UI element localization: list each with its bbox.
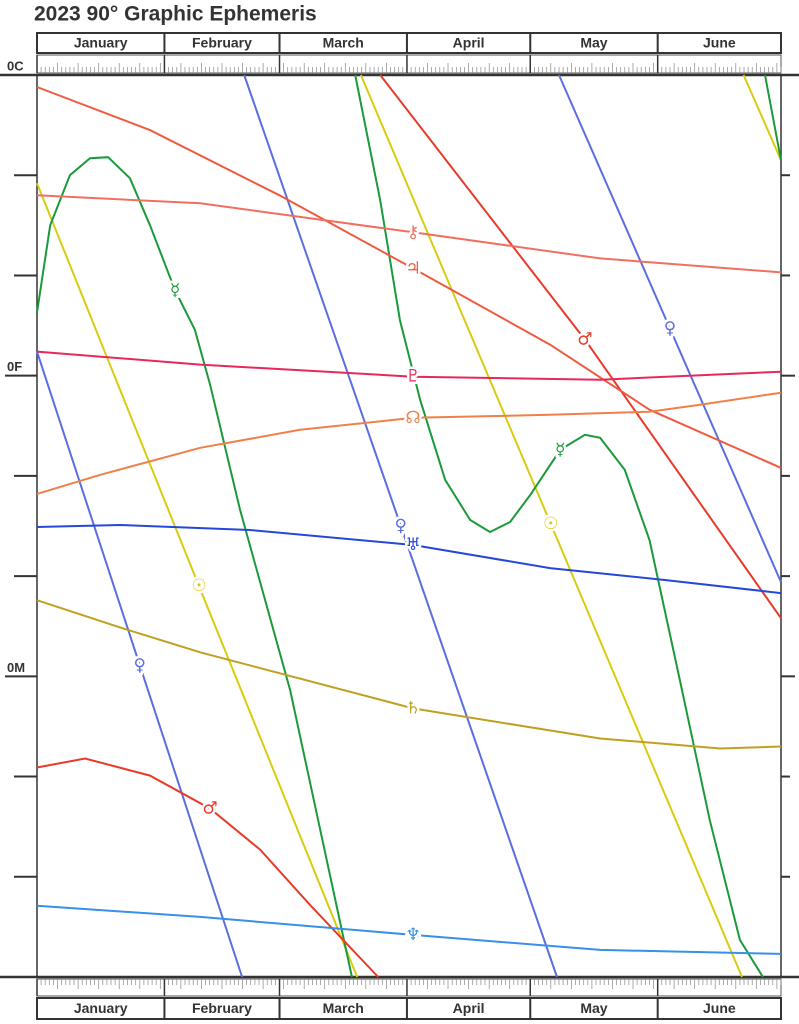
month-bar: [36, 997, 782, 1020]
month-label: February: [192, 35, 252, 51]
month-label: January: [74, 1000, 128, 1016]
planet-glyph: ♀: [134, 655, 146, 675]
y-tick-label: 0C: [7, 58, 24, 73]
planet-line: [36, 391, 782, 495]
planet-line: [36, 194, 782, 274]
month-bar: [36, 32, 782, 54]
planet-glyph: ♇: [405, 367, 420, 387]
planet-line: [36, 74, 782, 978]
planet-glyph: ☉: [543, 514, 558, 534]
planet-glyph: ⚷: [407, 222, 419, 242]
month-label: May: [580, 1000, 607, 1016]
month-label: March: [323, 35, 364, 51]
planet-line: [36, 350, 782, 381]
planet-glyph: ♀: [395, 516, 407, 536]
planet-glyph: ☿: [170, 280, 180, 300]
planet-glyph: ♂: [577, 330, 592, 350]
month-label: February: [192, 1000, 252, 1016]
planet-glyph: ☊: [406, 408, 421, 428]
planet-glyph: ♄: [405, 698, 420, 718]
chart-title: 2023 90° Graphic Ephemeris: [34, 3, 317, 26]
planet-glyph: ♃: [405, 258, 420, 278]
y-tick-label: 0M: [7, 660, 25, 675]
month-label: January: [74, 35, 128, 51]
day-ruler: [36, 54, 782, 74]
planet-line: [36, 74, 782, 978]
planet-glyph: ♆: [405, 925, 420, 945]
month-label: March: [323, 1000, 364, 1016]
month-label: April: [453, 35, 485, 51]
planet-line: [36, 74, 782, 978]
planet-glyph: ☿: [555, 440, 565, 460]
planet-line: [36, 74, 782, 978]
planet-line: [36, 523, 782, 595]
month-label: May: [580, 35, 607, 51]
planet-glyph: ♀: [664, 319, 676, 339]
planet-line: [36, 86, 782, 469]
day-ruler: [36, 978, 782, 997]
y-tick-label: 0F: [7, 359, 22, 374]
month-label: June: [703, 35, 736, 51]
month-label: June: [703, 1000, 736, 1016]
planet-line: [36, 904, 782, 955]
planet-glyph: ♂: [202, 799, 217, 819]
planet-line: [36, 599, 782, 750]
planet-glyph: ♅: [405, 535, 420, 555]
month-label: April: [453, 1000, 485, 1016]
planet-glyph: ☉: [191, 576, 206, 596]
